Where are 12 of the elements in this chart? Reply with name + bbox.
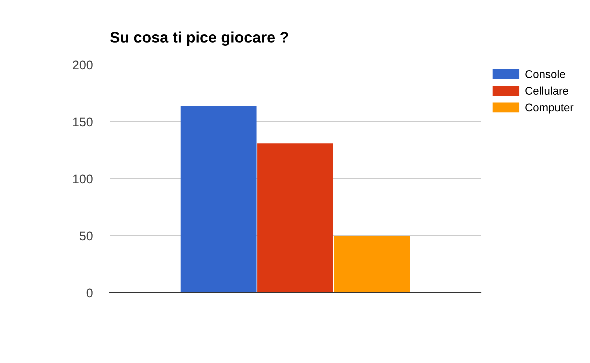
legend-label: Console: [526, 70, 566, 78]
legend-label: Computer: [526, 104, 574, 114]
y-tick-label: 0: [86, 288, 93, 298]
bar: [180, 106, 257, 293]
bar: [334, 236, 410, 293]
y-tick-label: 100: [73, 174, 93, 184]
chart-title: Su cosa ti pice giocare ?: [110, 32, 288, 46]
y-tick-label: 50: [80, 232, 93, 241]
legend-label: Cellulare: [526, 86, 568, 95]
bar: [258, 144, 334, 293]
y-tick-label: 200: [73, 60, 93, 70]
y-tick-label: 150: [73, 118, 93, 127]
